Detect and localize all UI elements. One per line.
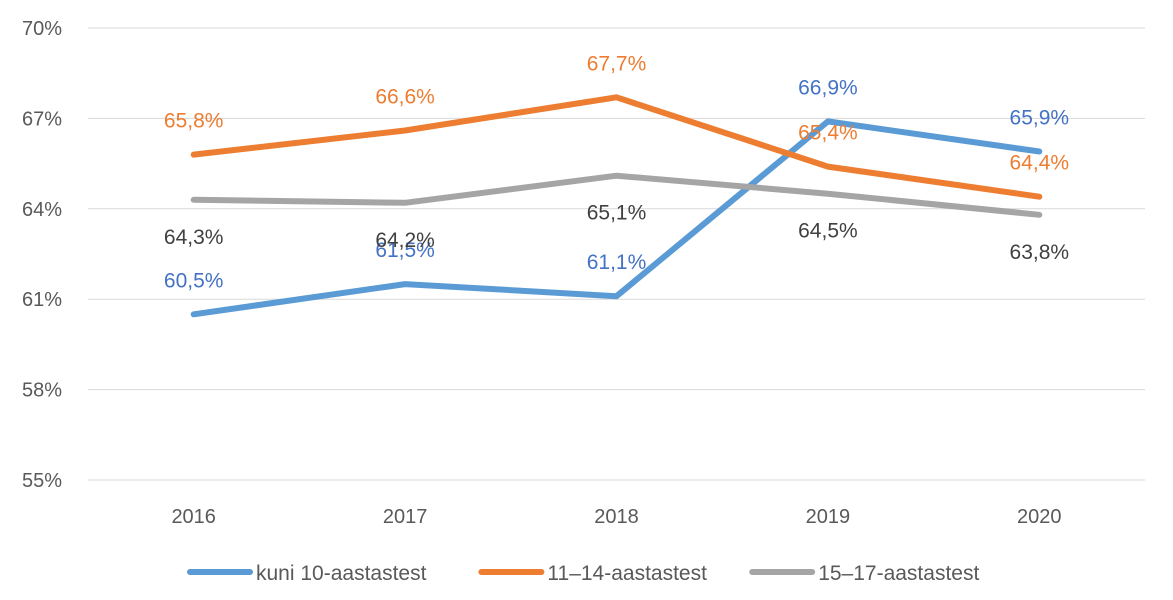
- x-tick-label: 2020: [1017, 506, 1062, 528]
- y-tick-label: 64%: [22, 199, 62, 221]
- y-tick-label: 55%: [22, 470, 62, 492]
- x-axis-ticks: 2016 2017 2018 2019 2020: [171, 506, 1061, 528]
- series-line-3: [190, 172, 1043, 218]
- data-label: 65,8%: [164, 110, 224, 133]
- x-tick-label: 2017: [383, 506, 428, 528]
- data-label: 63,8%: [1010, 241, 1070, 264]
- legend-label-3: 15–17-aastastest: [818, 562, 979, 585]
- data-label: 66,6%: [375, 85, 435, 108]
- data-label: 64,4%: [1010, 152, 1070, 175]
- data-label: 64,5%: [798, 220, 858, 243]
- y-tick-label: 61%: [22, 289, 62, 311]
- data-label: 60,5%: [164, 269, 224, 292]
- data-label: 65,4%: [798, 122, 858, 145]
- data-label: 61,1%: [587, 251, 647, 274]
- data-labels: 60,5% 61,5% 61,1% 66,9% 65,9% 65,8% 66,6% 67,7%…: [164, 52, 1069, 292]
- y-tick-label: 58%: [22, 380, 62, 402]
- data-label: 65,9%: [1010, 107, 1070, 130]
- y-axis-ticks: 55% 58% 61% 64% 67% 70%: [22, 18, 62, 492]
- data-label: 64,2%: [375, 229, 435, 252]
- series-lines: [190, 94, 1043, 318]
- data-label: 64,3%: [164, 226, 224, 249]
- series-line-2: [190, 94, 1043, 200]
- x-tick-label: 2019: [806, 506, 851, 528]
- y-tick-label: 67%: [22, 108, 62, 130]
- x-tick-label: 2016: [171, 506, 216, 528]
- legend-label-1: kuni 10-aastastest: [256, 562, 427, 585]
- series-line-1: [190, 118, 1043, 318]
- legend: kuni 10-aastastest 11–14-aastastest 15–17-…: [187, 562, 979, 585]
- x-tick-label: 2018: [594, 506, 639, 528]
- data-label: 67,7%: [587, 52, 647, 75]
- y-tick-label: 70%: [22, 18, 62, 40]
- data-label: 66,9%: [798, 76, 858, 99]
- data-label: 61,5%: [375, 239, 435, 262]
- data-label: 65,1%: [587, 202, 647, 225]
- legend-label-2: 11–14-aastastest: [547, 562, 707, 585]
